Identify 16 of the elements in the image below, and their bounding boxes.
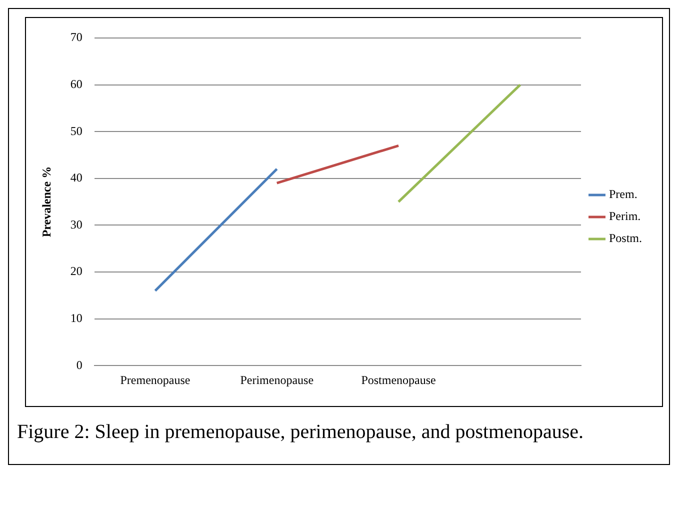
y-tick-label: 10 <box>70 310 82 325</box>
y-tick-label: 50 <box>70 124 82 138</box>
y-tick-label: 70 <box>70 30 82 44</box>
y-tick-label: 40 <box>70 170 82 185</box>
legend-label: Perim. <box>608 209 641 224</box>
legend-label: Prem. <box>608 187 638 202</box>
y-axis-title: Prevalence % <box>39 166 54 238</box>
x-tick-label: Perimenopause <box>240 372 314 387</box>
y-tick-label: 0 <box>76 358 82 372</box>
y-tick-label: 30 <box>70 217 82 232</box>
legend-label: Postm. <box>608 231 642 246</box>
caption: Figure 2: Sleep in premenopause, perimenopause, and postmenopause. <box>17 421 585 444</box>
y-tick-label: 60 <box>70 76 82 91</box>
y-tick-label: 20 <box>70 264 82 278</box>
x-tick-label: Premenopause <box>120 372 190 387</box>
x-tick-label: Postmenopause <box>361 372 436 387</box>
